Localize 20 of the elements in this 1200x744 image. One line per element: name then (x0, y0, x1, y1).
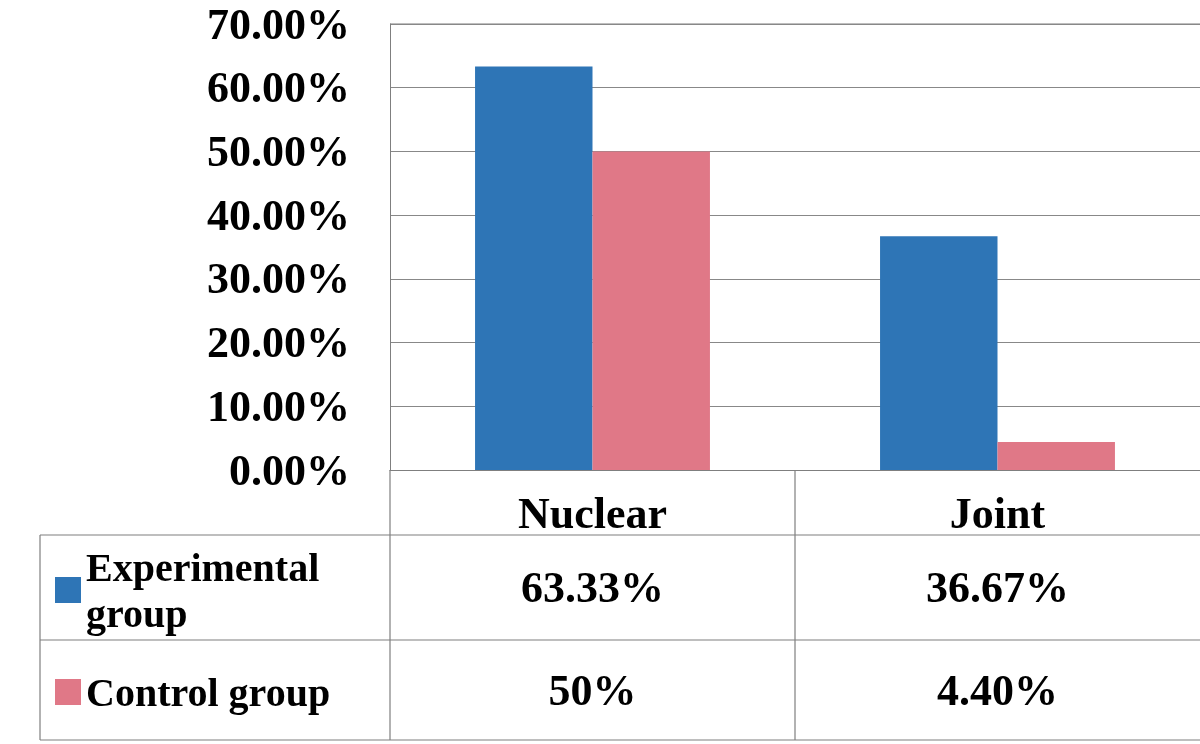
data-label: 50% (548, 665, 637, 715)
legend-label: Control group (86, 669, 331, 715)
y-tick-label: 0.00% (229, 445, 350, 495)
data-label: 63.33% (521, 563, 664, 612)
x-tick-label: Joint (949, 488, 1046, 538)
y-tick-label: 10.00% (207, 381, 350, 431)
legend-label: Experimental group (86, 544, 330, 636)
x-tick-label: Nuclear (517, 488, 668, 538)
bar (880, 236, 998, 470)
y-tick-label: 20.00% (207, 318, 350, 368)
data-label: 4.40% (937, 665, 1058, 715)
y-tick-label: 40.00% (207, 190, 350, 240)
y-tick-label: 30.00% (207, 254, 350, 304)
y-tick-label: 70.00% (207, 0, 350, 49)
bar (475, 66, 593, 470)
y-tick-label: 50.00% (207, 126, 350, 176)
y-tick-label: 60.00% (207, 63, 350, 113)
bar (997, 441, 1115, 470)
bar (592, 151, 710, 470)
data-label: 36.67% (926, 563, 1069, 612)
